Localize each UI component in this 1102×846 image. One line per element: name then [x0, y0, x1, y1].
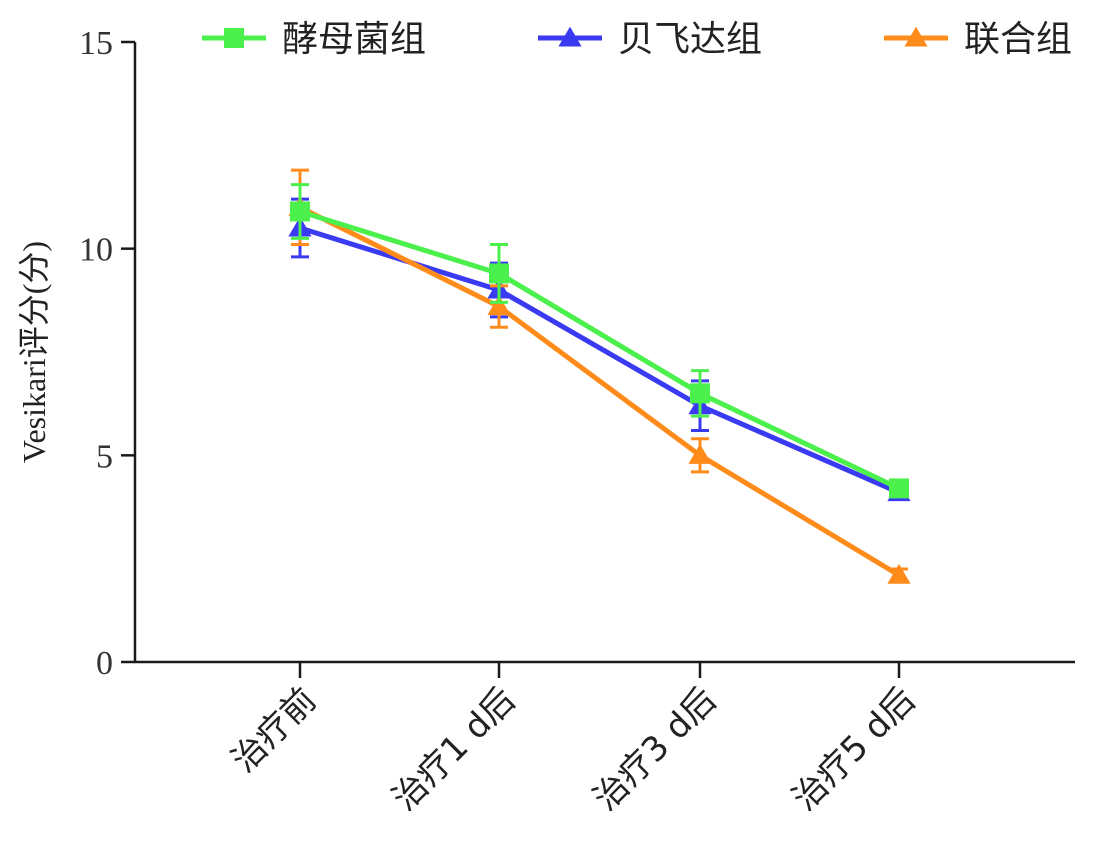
data-point [688, 443, 712, 464]
data-point [489, 263, 509, 284]
x-ticks: 治疗前 治疗1 d后 治疗3 d后 治疗5 d后 [224, 662, 923, 819]
data-point [487, 295, 511, 316]
y-axis-label: Vesikari评分(分) [16, 241, 52, 463]
y-tick-label: 5 [96, 438, 113, 475]
legend-marker [224, 28, 244, 48]
series-0 [290, 183, 909, 499]
series-1 [288, 197, 911, 502]
x-tick-label: 治疗5 d后 [785, 680, 924, 819]
x-tick-label: 治疗1 d后 [385, 680, 524, 819]
series-layer [288, 168, 911, 584]
legend-marker [558, 26, 582, 47]
series-2 [288, 168, 911, 584]
data-point [889, 478, 909, 499]
series-line [298, 205, 901, 578]
legend-label: 贝飞达组 [618, 19, 762, 60]
legend: 酵母菌组 贝飞达组 联合组 [202, 19, 1072, 60]
y-tick-label: 10 [79, 232, 113, 269]
series-line [299, 225, 900, 495]
series-line [299, 209, 901, 491]
legend-item: 酵母菌组 [202, 19, 426, 60]
y-tick-label: 15 [79, 25, 113, 62]
legend-item: 联合组 [884, 19, 1072, 60]
data-point [690, 383, 710, 404]
data-point [887, 563, 911, 584]
legend-label: 酵母菌组 [282, 19, 426, 60]
legend-item: 贝飞达组 [538, 19, 762, 60]
x-tick-label: 治疗前 [224, 680, 324, 780]
x-tick-label: 治疗3 d后 [586, 680, 725, 819]
chart-axes [133, 42, 1075, 664]
legend-label: 联合组 [964, 19, 1072, 60]
y-tick-label: 0 [96, 645, 113, 682]
y-ticks: 0 5 10 15 [79, 25, 135, 682]
data-point [290, 201, 310, 222]
legend-marker [904, 26, 928, 47]
